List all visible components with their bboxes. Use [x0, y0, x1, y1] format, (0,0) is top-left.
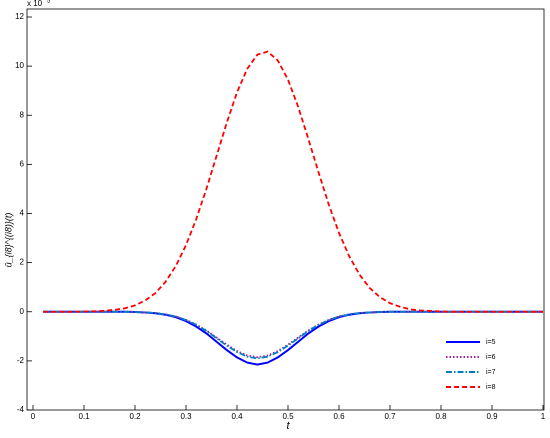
x-tick-label: 0.7 — [384, 412, 396, 421]
x-tick-label: 0.9 — [486, 412, 498, 421]
y-tick-label: 12 — [15, 12, 24, 21]
legend-label: i=8 — [486, 384, 496, 391]
y-tick-label: -4 — [17, 405, 25, 414]
y-tick-label: 10 — [15, 61, 24, 70]
x-tick-label: 0.1 — [78, 412, 90, 421]
y-tick-label: 0 — [20, 307, 25, 316]
legend-label: i=5 — [486, 339, 496, 346]
legend-label: i=6 — [486, 354, 496, 361]
x-tick-label: 0.8 — [435, 412, 447, 421]
y-multiplier-exponent: 5 — [47, 0, 51, 5]
x-tick-label: 0.5 — [282, 412, 294, 421]
y-multiplier: x 10 — [27, 0, 43, 8]
y-axis-label: ū_{i8}^{(i8)}(t) — [3, 213, 13, 268]
series-line — [43, 310, 543, 360]
y-tick-label: -2 — [17, 356, 25, 365]
x-tick-label: 1 — [541, 412, 546, 421]
y-tick-label: 4 — [20, 209, 25, 218]
x-axis-label: t — [286, 420, 290, 432]
x-tick-label: 0.4 — [231, 412, 243, 421]
legend-label: i=7 — [486, 369, 496, 376]
y-tick-label: 2 — [20, 258, 25, 267]
x-tick-label: 0.2 — [129, 412, 141, 421]
x-tick-label: 0.3 — [180, 412, 192, 421]
series-line — [43, 50, 543, 313]
y-tick-label: 8 — [20, 110, 25, 119]
plot-frame — [26, 8, 545, 411]
y-tick-label: 6 — [20, 159, 25, 168]
series-line — [43, 310, 543, 359]
x-tick-label: 0 — [31, 412, 36, 421]
x-tick-label: 0.6 — [333, 412, 345, 421]
